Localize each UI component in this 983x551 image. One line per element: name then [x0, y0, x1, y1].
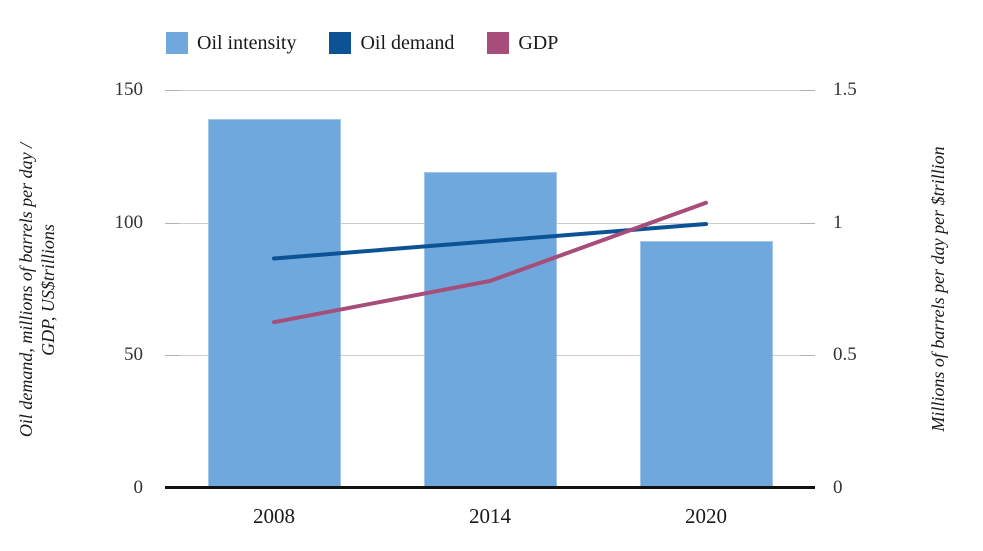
x-axis-line	[165, 486, 815, 489]
left-axis-tick-label: 50	[124, 344, 143, 365]
legend-item-oil-intensity: Oil intensity	[166, 32, 296, 54]
left-axis-tick-label: 100	[114, 212, 144, 233]
left-axis-tick-label: 0	[133, 477, 144, 498]
bar	[207, 119, 341, 488]
gdp-line	[272, 200, 708, 325]
left-axis-title: Oil demand, millions of barrels per day …	[15, 80, 61, 500]
x-tick-label: 2014	[469, 504, 511, 528]
line-series-layer	[272, 200, 708, 325]
oil-demand-line	[272, 222, 708, 261]
x-tick-label: 2008	[253, 504, 295, 528]
right-axis-tick-label: 0.5	[833, 344, 857, 365]
left-axis-title-line2: GDP, US$trillions	[38, 224, 58, 356]
gdp-swatch-icon	[487, 32, 510, 54]
legend-item-oil-demand: Oil demand	[329, 32, 454, 54]
left-axis-title-line1: Oil demand, millions of barrels per day …	[16, 142, 36, 438]
x-tick-label: 2020	[685, 504, 727, 528]
legend-label: GDP	[518, 32, 559, 54]
oil-intensity-swatch-icon	[166, 32, 188, 54]
gridline-150	[165, 90, 815, 91]
left-axis-tick-label: 150	[114, 79, 144, 100]
legend: Oil intensity Oil demand GDP	[166, 32, 558, 54]
right-axis-title: Millions of barrels per day per $trillio…	[928, 146, 948, 432]
bar	[639, 241, 773, 488]
right-axis-tick-label: 1	[833, 212, 843, 233]
legend-label: Oil intensity	[197, 32, 297, 54]
right-axis-tick-label: 0	[833, 477, 843, 498]
bar	[423, 172, 557, 488]
legend-label: Oil demand	[360, 32, 455, 54]
right-axis-tick-label: 1.5	[833, 79, 857, 100]
oil-demand-swatch-icon	[329, 32, 352, 54]
legend-item-gdp: GDP	[487, 32, 558, 54]
plot-area	[165, 90, 815, 489]
